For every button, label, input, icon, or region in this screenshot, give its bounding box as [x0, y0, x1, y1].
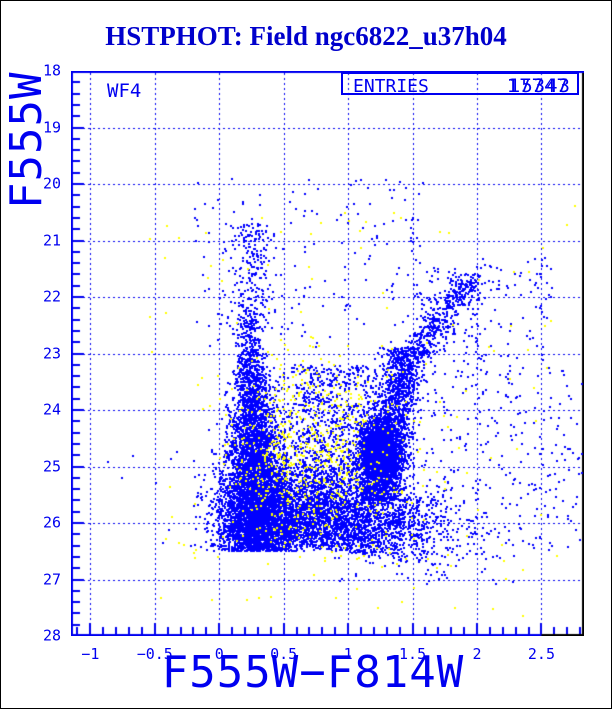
y-tick-label: 24	[42, 400, 61, 419]
x-tick-label: 2	[472, 645, 482, 663]
entries-value-primary: 15343	[508, 75, 571, 97]
y-tick-label: 20	[42, 174, 61, 193]
x-tick-label: 1.5	[399, 645, 427, 663]
y-tick-label: 28	[42, 626, 61, 645]
entries-value-secondary: 17747	[506, 75, 569, 97]
y-axis-label: F555W	[1, 71, 52, 209]
plot-title: HSTPHOT: Field ngc6822_u37h04	[105, 21, 507, 51]
y-tick-label: 19	[42, 117, 61, 136]
entries-label: ENTRIES	[353, 76, 429, 97]
y-tick-label: 26	[42, 513, 61, 532]
y-tick-label: 22	[42, 287, 61, 306]
y-tick-label: 21	[42, 230, 61, 249]
x-tick-label: −0.5	[136, 645, 173, 663]
entries-stat-box: ENTRIES 15343 17747	[341, 72, 579, 97]
y-tick-label: 27	[42, 569, 61, 588]
x-tick-label: −1	[81, 645, 100, 663]
cmd-scatter-canvas	[71, 71, 584, 636]
detector-label: WF4	[107, 80, 142, 102]
x-tick-label: 2.5	[527, 645, 555, 663]
y-tick-label: 18	[42, 61, 61, 80]
x-tick-label: 1	[343, 645, 353, 663]
x-tick-label: 0	[214, 645, 224, 663]
x-tick-label: 0.5	[270, 645, 298, 663]
y-tick-label: 25	[42, 456, 61, 475]
x-axis-label: F555W−F814W	[161, 647, 465, 698]
y-tick-label: 23	[42, 343, 61, 362]
